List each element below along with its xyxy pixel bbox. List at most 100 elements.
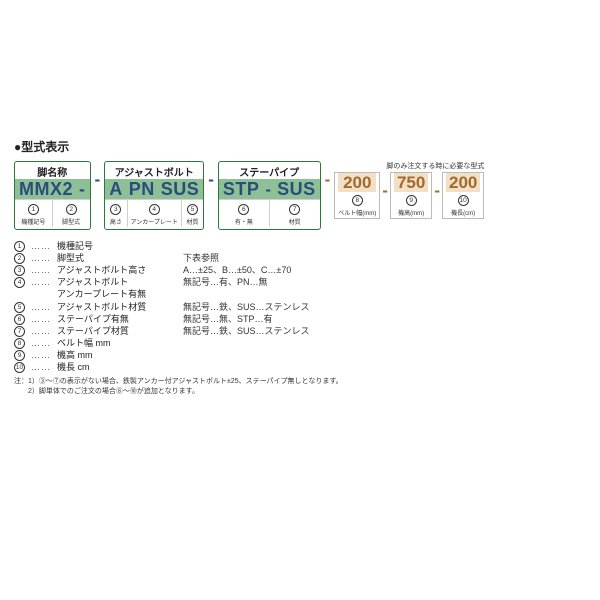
legend-row-5: 5……アジャストボルト材質無記号…鉄、SUS…ステンレス — [14, 301, 586, 313]
legend-row-10: 10……機長 cm — [14, 361, 586, 373]
circle-number-icon: 1 — [28, 204, 39, 215]
code-strip: MMX2 - — [15, 179, 90, 199]
code-strip: APNSUS — [105, 179, 203, 199]
legend-row-2: 2 …… 脚型式下表参照 — [14, 252, 586, 264]
legend-term: 機種記号 — [57, 240, 177, 252]
column-label: アンカープレート — [130, 220, 179, 226]
extra-code: 750 — [394, 173, 428, 192]
circle-number-icon: 2 — [66, 204, 77, 215]
column-1: 1 機種記号 — [15, 199, 53, 227]
legend-value: 無記号…鉄、SUS…ステンレス — [183, 301, 310, 313]
legend-term: ステーパイプ有無 — [57, 313, 177, 325]
column-label: 有・無 — [221, 220, 267, 226]
dots-icon: …… — [31, 240, 51, 252]
dash: - — [79, 180, 86, 199]
legend-term: 機高 mm — [57, 349, 177, 361]
circle-number-icon: 8 — [352, 195, 363, 206]
extra-label: 機高(mm) — [394, 211, 428, 217]
dash: - — [206, 161, 216, 188]
code-strip: STP-SUS — [219, 179, 320, 199]
group-2: ステーパイプSTP-SUS6有・無7材質 — [218, 161, 321, 230]
group-1: アジャストボルトAPNSUS 3 高さ 4 アンカープレート 5 材質 — [104, 161, 204, 230]
circle-number-icon: 6 — [14, 314, 25, 325]
extra-box-8: 200 8 ベルト幅(mm) — [334, 172, 380, 219]
code-text: A — [109, 180, 123, 199]
legend-term: アジャストボルト高さ — [57, 264, 177, 276]
code-text: MMX2 — [19, 180, 73, 199]
legend-list: 1 …… 機種記号 2 …… 脚型式下表参照 3 …… アジャストボルト高さ A…±25、B…±5… — [14, 240, 586, 374]
legend-row-4: 4 ……アジャストボルト アンカープレート有無無記号…有、PN…無 — [14, 276, 586, 300]
extra-label: ベルト幅(mm) — [338, 211, 376, 217]
dash: - — [323, 161, 333, 188]
dots-icon: …… — [31, 361, 51, 373]
legend-row-3: 3 …… アジャストボルト高さ A…±25、B…±50、C…±70 — [14, 264, 586, 276]
circle-number-icon: 1 — [14, 241, 25, 252]
column-4: 4 アンカープレート — [128, 199, 182, 227]
dash: - — [432, 172, 442, 199]
legend-term: ベルト幅 mm — [57, 337, 177, 349]
legend-row-8: 8 …… ベルト幅 mm — [14, 337, 586, 349]
extra-code: 200 — [446, 173, 480, 192]
circle-number-icon: 2 — [14, 253, 25, 264]
circle-number-icon: 9 — [406, 195, 417, 206]
column-6: 6有・無 — [219, 199, 270, 227]
legend-term: アジャストボルト アンカープレート有無 — [57, 276, 177, 300]
dots-icon: …… — [31, 276, 51, 300]
column-2: 2 脚型式 — [53, 199, 90, 227]
code-text: STP — [223, 180, 260, 199]
column-label: 高さ — [107, 220, 124, 226]
dots-icon: …… — [31, 264, 51, 276]
legend-term: 脚型式 — [57, 252, 177, 264]
legend-value: A…±25、B…±50、C…±70 — [183, 264, 291, 276]
circle-number-icon: 3 — [110, 204, 121, 215]
column-label: 材質 — [184, 220, 201, 226]
legend-row-6: 6……ステーパイプ有無無記号…無、STP…有 — [14, 313, 586, 325]
dash: - — [265, 181, 271, 198]
legend-value: 無記号…鉄、SUS…ステンレス — [183, 325, 310, 337]
note-line: 2）脚単体でのご注文の場合⑧〜⑩が追加となります。 — [14, 387, 586, 396]
circle-number-icon: 7 — [289, 204, 300, 215]
extra-header: 脚のみ注文する時に必要な型式 — [386, 161, 484, 171]
group-header: 脚名称 — [15, 162, 90, 179]
circle-number-icon: 7 — [14, 326, 25, 337]
column-5: 5 材質 — [182, 199, 203, 227]
dots-icon: …… — [31, 349, 51, 361]
note-line: 注：1）③〜⑦の表示がない場合、鉄製アンカー付アジャストボルト±25、ステーパイ… — [14, 377, 586, 386]
extra-box-9: 750 9 機高(mm) — [390, 172, 432, 219]
model-format-diagram: 脚名称MMX2 -1機種記号2脚型式-アジャストボルトAPNSUS3高さ4アンカ… — [14, 161, 586, 230]
dots-icon: …… — [31, 337, 51, 349]
dash: - — [380, 172, 390, 199]
legend-value: 無記号…無、STP…有 — [183, 313, 273, 325]
footnotes: 注：1）③〜⑦の表示がない場合、鉄製アンカー付アジャストボルト±25、ステーパイ… — [14, 377, 586, 395]
code-text: SUS — [277, 180, 316, 199]
legend-term: アジャストボルト材質 — [57, 301, 177, 313]
legend-row-1: 1 …… 機種記号 — [14, 240, 586, 252]
legend-value: 無記号…有、PN…無 — [183, 276, 268, 300]
extra-box-10: 200 10 機長(cm) — [442, 172, 484, 219]
circle-number-icon: 4 — [14, 277, 25, 288]
column-label: 機種記号 — [17, 220, 50, 226]
circle-number-icon: 8 — [14, 338, 25, 349]
dash: - — [93, 161, 103, 188]
circle-number-icon: 10 — [458, 195, 469, 206]
circle-number-icon: 4 — [149, 204, 160, 215]
extra-code: 200 — [338, 173, 376, 192]
legend-row-7: 7 …… ステーパイプ材質無記号…鉄、SUS…ステンレス — [14, 325, 586, 337]
dots-icon: …… — [31, 252, 51, 264]
group-header: アジャストボルト — [105, 162, 203, 179]
legend-value: 下表参照 — [183, 252, 219, 264]
column-7: 7材質 — [270, 199, 320, 227]
legend-term: ステーパイプ材質 — [57, 325, 177, 337]
circle-number-icon: 10 — [14, 362, 25, 373]
section-title: ●型式表示 — [14, 138, 586, 155]
circle-number-icon: 3 — [14, 265, 25, 276]
circle-number-icon: 5 — [187, 204, 198, 215]
circle-number-icon: 5 — [14, 302, 25, 313]
circle-number-icon: 9 — [14, 350, 25, 361]
group-header: ステーパイプ — [219, 162, 320, 179]
code-text: SUS — [161, 180, 200, 199]
column-label: 脚型式 — [55, 220, 88, 226]
group-0: 脚名称MMX2 - 1 機種記号 2 脚型式 — [14, 161, 91, 230]
extra-label: 機長(cm) — [446, 211, 480, 217]
dots-icon: …… — [31, 325, 51, 337]
